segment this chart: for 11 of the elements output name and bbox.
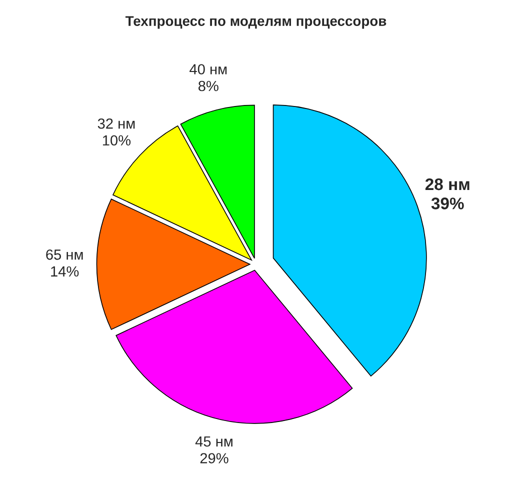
slice-label: 45 нм bbox=[195, 436, 232, 447]
data-label: 29% bbox=[200, 453, 228, 464]
data-label: 14% bbox=[51, 266, 79, 277]
data-label: 39% bbox=[431, 198, 464, 210]
slice-label: 65 нм bbox=[46, 249, 83, 260]
slice-label: 28 нм bbox=[425, 178, 470, 190]
slice-label: 40 нм bbox=[190, 64, 227, 74]
chart-title: Техпроцесс по моделям процессоров bbox=[125, 16, 386, 29]
data-label: 8% bbox=[198, 80, 218, 92]
data-label: 10% bbox=[102, 135, 131, 146]
slice-label: 32 нм bbox=[98, 118, 135, 129]
